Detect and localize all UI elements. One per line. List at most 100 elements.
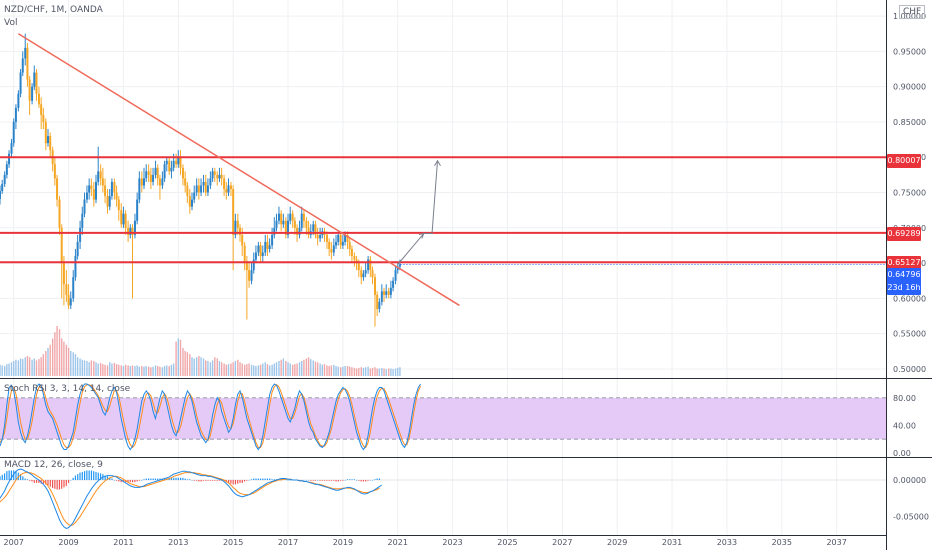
volume-bar: [298, 362, 301, 376]
volume-bar: [314, 361, 317, 376]
candle-body: [172, 160, 175, 168]
candle-body: [186, 185, 189, 197]
candle-body: [156, 167, 159, 179]
candle-body: [175, 160, 178, 165]
macd-histogram-bar: [371, 480, 374, 481]
macd-histogram-bar: [227, 480, 230, 483]
macd-histogram-bar: [346, 479, 349, 480]
volume-bar: [294, 364, 296, 376]
candle-body: [120, 210, 123, 225]
volume-bar: [120, 365, 122, 376]
macd-histogram-bar: [157, 478, 159, 480]
candle-body: [325, 234, 328, 242]
candle-body: [99, 171, 102, 179]
candle-body: [307, 227, 310, 235]
volume-bar: [333, 364, 335, 376]
time-tick-label: 2035: [772, 538, 792, 547]
gridlines: [0, 0, 886, 535]
candle-body: [291, 213, 294, 221]
macd-histogram-bar: [54, 480, 56, 489]
macd-histogram-bar: [287, 480, 289, 481]
macd-histogram-bar: [63, 480, 65, 488]
macd-histogram-bar: [328, 480, 330, 481]
macd-histogram-bar: [177, 477, 179, 480]
candle-body: [367, 259, 370, 271]
macd-histogram-bar: [127, 480, 129, 483]
volume-bar: [397, 367, 399, 376]
volume-bar: [255, 366, 257, 376]
candle-body: [254, 252, 257, 260]
macd-histogram-bar: [97, 472, 99, 480]
macd-histogram-bar: [136, 480, 138, 482]
candle-body: [17, 93, 20, 108]
candle-body: [300, 213, 303, 228]
volume-bar: [280, 359, 282, 376]
volume-bar: [385, 369, 387, 376]
candle-body: [204, 181, 207, 193]
volume-bar: [307, 357, 310, 376]
volume-bar: [230, 363, 232, 376]
macd-histogram-bar: [58, 480, 61, 490]
volume-bar: [56, 326, 58, 376]
volume-bar: [253, 365, 255, 376]
candle-body: [108, 196, 111, 207]
candle-body: [161, 178, 164, 186]
volume-bar: [337, 366, 339, 376]
macd-histogram-bar: [150, 478, 152, 480]
macd-histogram-bar: [358, 480, 360, 481]
volume-bar: [159, 366, 161, 376]
candle-body: [213, 171, 216, 175]
macd-histogram-bar: [335, 480, 337, 482]
candle-body: [42, 114, 45, 122]
candle-body: [44, 121, 47, 144]
macd-histogram-bar: [74, 475, 77, 480]
candle-body: [117, 199, 120, 211]
volume-bar: [355, 368, 358, 376]
candle-body: [21, 58, 24, 73]
candle-body: [264, 241, 267, 253]
volume-bar: [335, 366, 337, 376]
volume-bar: [268, 365, 271, 376]
macd-histogram-bar: [147, 478, 150, 480]
candle-body: [250, 270, 253, 281]
macd-histogram-bar: [264, 478, 266, 480]
volume-bar: [45, 351, 47, 376]
macd-histogram-bar: [271, 479, 273, 480]
macd-histogram-bar: [131, 480, 134, 483]
candle-body: [296, 227, 299, 235]
volume-bar: [51, 338, 54, 376]
macd-histogram-bar: [189, 479, 191, 480]
macd-histogram-bar: [118, 480, 120, 482]
volume-bar: [239, 362, 241, 376]
volume-bar: [353, 367, 356, 376]
countdown-tag: 23d 16h: [887, 281, 921, 295]
candle-body: [188, 196, 191, 207]
macd-histogram-bar: [29, 480, 31, 481]
candle-body: [376, 294, 379, 309]
candle-body: [193, 192, 196, 200]
candle-body: [252, 259, 255, 271]
macd-histogram-bar: [22, 476, 24, 480]
macd-histogram-bar: [355, 480, 358, 481]
volume-bar: [154, 365, 157, 376]
candle-body: [364, 270, 367, 274]
macd-histogram-bar: [0, 476, 1, 480]
candle-body: [392, 280, 395, 288]
volume-bar: [257, 365, 260, 376]
macd-histogram-bar: [113, 480, 115, 481]
macd-histogram-bar: [218, 480, 221, 481]
macd-histogram-bar: [99, 473, 102, 480]
currency-badge[interactable]: CHF: [899, 5, 926, 19]
time-tick-label: 2011: [113, 538, 133, 547]
volume-bar: [360, 367, 362, 376]
candle-body: [191, 199, 194, 207]
time-tick-label: 2015: [223, 538, 243, 547]
candle-body: [305, 220, 308, 228]
price-tick-label: 0.75000: [893, 189, 926, 198]
volume-bar: [67, 347, 70, 376]
candle-body: [287, 220, 290, 235]
volume-bar: [330, 365, 333, 376]
macd-histogram-bar: [79, 472, 81, 480]
